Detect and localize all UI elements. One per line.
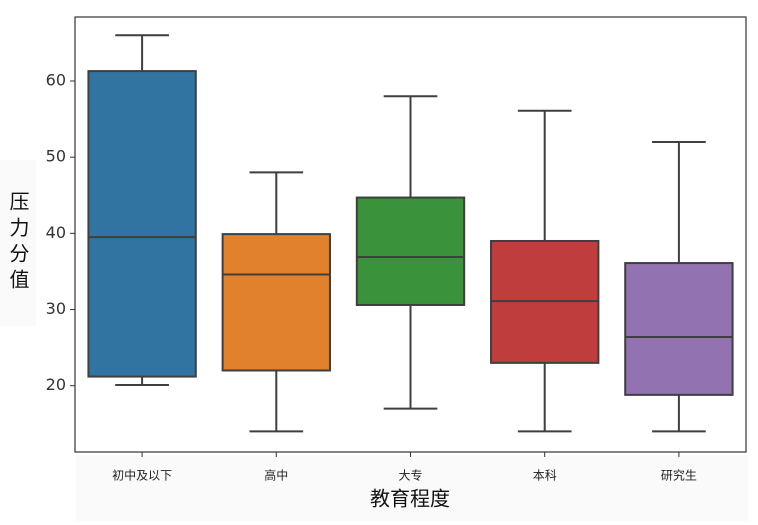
y-tick-label: 60 [46, 70, 66, 89]
y-tick-label: 30 [46, 299, 66, 318]
y-tick-label: 50 [46, 147, 66, 166]
box [87, 70, 197, 378]
x-axis-label: 教育程度 [370, 487, 450, 511]
x-tick-label: 初中及以下 [112, 468, 172, 483]
box [624, 262, 734, 396]
y-axis-label: 压力分值 [0, 160, 36, 326]
x-tick-label: 高中 [264, 468, 288, 483]
box [221, 233, 331, 372]
box [355, 196, 466, 306]
x-tick-label: 大专 [398, 468, 422, 483]
y-tick-label: 20 [46, 375, 66, 394]
x-tick-label: 研究生 [661, 468, 697, 483]
y-tick-label: 40 [46, 223, 66, 242]
x-tick-label: 本科 [533, 469, 557, 483]
x-label-background [76, 455, 748, 521]
